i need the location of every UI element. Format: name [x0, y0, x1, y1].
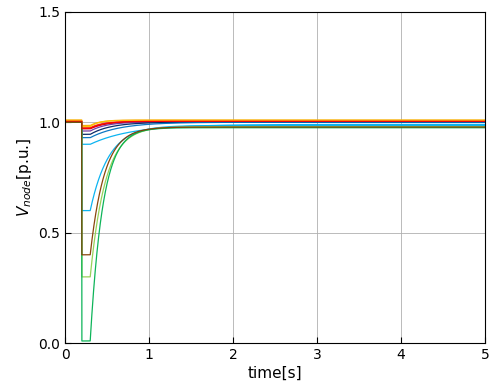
Y-axis label: $V_{node}$[p.u.]: $V_{node}$[p.u.]: [15, 138, 34, 217]
X-axis label: time[s]: time[s]: [248, 366, 302, 381]
